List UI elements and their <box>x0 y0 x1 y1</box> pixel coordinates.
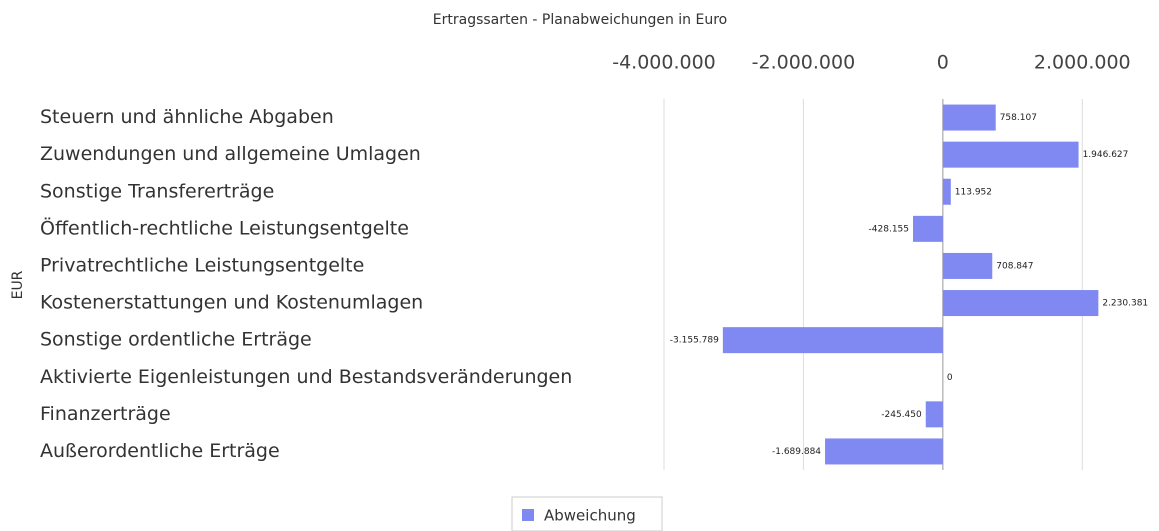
category-label: Privatrechtliche Leistungsentgelte <box>40 254 364 276</box>
category-label: Zuwendungen und allgemeine Umlagen <box>40 143 421 165</box>
value-label: -1.689.884 <box>772 447 821 457</box>
y-axis-label: EUR <box>10 270 26 299</box>
legend-box <box>511 496 663 531</box>
value-label: 113.952 <box>955 187 992 197</box>
x-tick-label: -2.000.000 <box>752 52 856 74</box>
bar <box>942 178 951 205</box>
bar <box>722 327 943 354</box>
category-label: Sonstige Transfererträge <box>40 180 274 202</box>
value-label: 758.107 <box>1000 113 1037 123</box>
bar <box>942 141 1079 168</box>
value-label: -428.155 <box>869 224 909 234</box>
bar <box>942 290 1099 317</box>
category-label: Sonstige ordentliche Erträge <box>40 329 312 351</box>
category-label: Aktivierte Eigenleistungen und Bestandsv… <box>40 366 572 388</box>
category-label: Öffentlich-rechtliche Leistungsentgelte <box>40 216 409 239</box>
bar <box>942 104 996 131</box>
x-tick-label: -4.000.000 <box>612 52 716 74</box>
value-label: 0 <box>947 373 953 383</box>
value-label: -3.155.789 <box>670 336 719 346</box>
legend-swatch <box>522 509 534 521</box>
x-tick-label: 2.000.000 <box>1034 52 1131 74</box>
x-tick-label: 0 <box>937 52 949 74</box>
value-label: 2.230.381 <box>1102 299 1148 309</box>
chart-title: Ertragssarten - Planabweichungen in Euro <box>433 12 727 28</box>
category-label: Finanzerträge <box>40 403 171 425</box>
legend-label: Abweichung <box>544 507 636 525</box>
bar <box>925 401 943 428</box>
value-label: 708.847 <box>996 261 1033 271</box>
value-label: -245.450 <box>881 410 922 420</box>
category-label: Außerordentliche Erträge <box>40 440 280 462</box>
bar <box>942 252 993 279</box>
category-label: Kostenerstattungen und Kostenumlagen <box>40 292 423 314</box>
bar <box>825 438 943 465</box>
bar <box>913 215 943 242</box>
value-label: 1.946.627 <box>1083 150 1129 160</box>
category-label: Steuern und ähnliche Abgaben <box>40 106 334 128</box>
